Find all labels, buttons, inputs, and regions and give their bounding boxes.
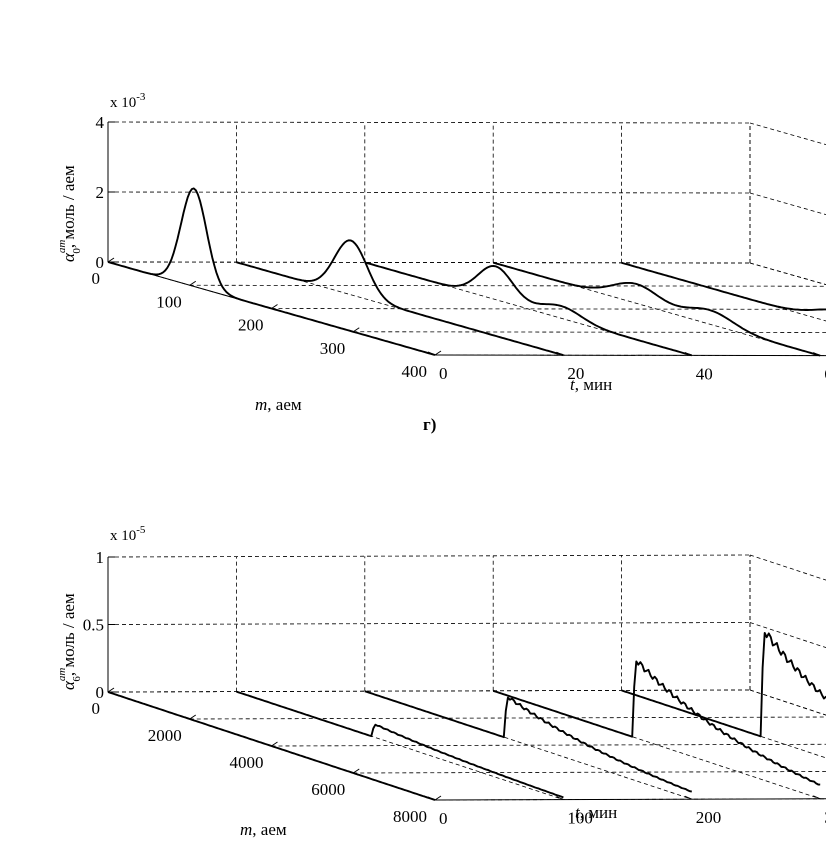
grid-line	[353, 771, 826, 774]
grid-line	[107, 689, 751, 693]
grid-lines	[107, 121, 826, 357]
z-tick-label: 0	[96, 683, 105, 702]
x-tick-mark	[189, 280, 197, 286]
x-tick-mark	[107, 687, 115, 693]
t-tick-mark	[556, 796, 564, 801]
series-line-t-40	[364, 261, 693, 357]
x-tick-label: 400	[402, 362, 428, 381]
x-tick-mark	[434, 350, 442, 356]
series-line-t-200	[364, 690, 692, 793]
z-axis-label: αam 0, моль / аем	[56, 165, 83, 262]
z-tick-labels: 0 2 4	[96, 113, 105, 272]
grid-lines	[107, 554, 826, 801]
t-tick-labels: 0100200300400500	[439, 808, 826, 828]
series-curves	[107, 631, 826, 801]
x-tick-mark	[271, 741, 278, 747]
t-tick-label: 100	[567, 809, 593, 828]
t-tick-label: 0	[439, 809, 448, 828]
t-axis-line	[434, 798, 826, 801]
z-tick-labels: 00.51	[83, 548, 104, 702]
x-tick-label: 8000	[393, 807, 427, 826]
x-tick-labels: 0 100 200 300 400	[92, 269, 428, 381]
series-line-t-80	[621, 261, 826, 311]
grid-line	[107, 121, 751, 124]
x-tick-label: 300	[320, 339, 346, 358]
z-tick-label: 0	[96, 253, 105, 272]
t-tick-label: 60	[824, 365, 826, 384]
panel-label: г)	[423, 415, 436, 434]
grid-line	[749, 622, 826, 649]
series-line-t-100	[236, 690, 564, 799]
z-tick-label: 4	[96, 113, 105, 132]
grid-line	[107, 554, 751, 558]
grid-line	[189, 284, 826, 287]
grid-line	[353, 331, 826, 333]
series-line-t-0	[107, 187, 436, 356]
t-axis-label: t, мин	[570, 375, 612, 394]
x-tick-label: 200	[238, 316, 264, 335]
t-tick-label: 20	[567, 364, 584, 383]
axis-lines	[107, 121, 826, 357]
grid-line	[749, 689, 826, 716]
grid-line	[271, 743, 826, 747]
grid-line	[107, 261, 751, 264]
grid-line	[749, 262, 826, 286]
t-tick-label: 200	[696, 808, 722, 827]
grid-line	[107, 622, 751, 625]
z-multiplier: x 10-5	[110, 524, 146, 544]
x-tick-label: 6000	[311, 780, 345, 799]
series-line-t-20	[236, 239, 564, 357]
x-tick-label: 0	[92, 699, 101, 718]
t-axis-line	[434, 354, 826, 357]
z-tick-label: 0.5	[83, 616, 104, 635]
series-line-t-400	[621, 631, 826, 738]
series-line-t-300	[492, 660, 821, 786]
grid-line	[621, 690, 826, 759]
series-line-t-60	[492, 261, 821, 357]
series-curves	[107, 187, 826, 357]
z-axis-label: αam 6, моль / аем	[56, 593, 83, 690]
grid-line	[107, 261, 751, 264]
grid-line	[107, 689, 751, 693]
z-multiplier: x 10-3	[110, 91, 146, 111]
axis-lines	[107, 556, 826, 801]
t-tick-labels: 020406080100	[439, 364, 826, 384]
t-tick-mark	[684, 795, 692, 800]
x-tick-label: 2000	[148, 726, 182, 745]
t-tick-label: 300	[824, 808, 826, 827]
z-tick-label: 2	[96, 183, 105, 202]
grid-line	[271, 308, 826, 310]
x-tick-mark	[434, 795, 442, 801]
grid-line	[749, 554, 826, 581]
grid-line	[749, 122, 826, 146]
t-tick-label: 40	[696, 364, 713, 383]
z-tick-label: 1	[96, 548, 105, 567]
t-tick-mark	[813, 795, 821, 800]
x-tick-label: 100	[156, 292, 182, 311]
x-tick-label: 0	[92, 269, 101, 288]
grid-line	[189, 716, 826, 720]
x-axis-label: m, аем	[255, 395, 302, 414]
grid-line	[749, 192, 826, 216]
t-axis-label: t, мин	[575, 803, 617, 822]
series-line-t-0	[107, 691, 436, 801]
x-tick-labels: 0 2000 4000 6000 8000	[92, 699, 428, 826]
grid-line	[107, 191, 751, 194]
x-tick-label: 4000	[230, 753, 264, 772]
t-tick-label: 0	[439, 364, 448, 383]
x-axis-label: m, аем	[240, 820, 287, 839]
